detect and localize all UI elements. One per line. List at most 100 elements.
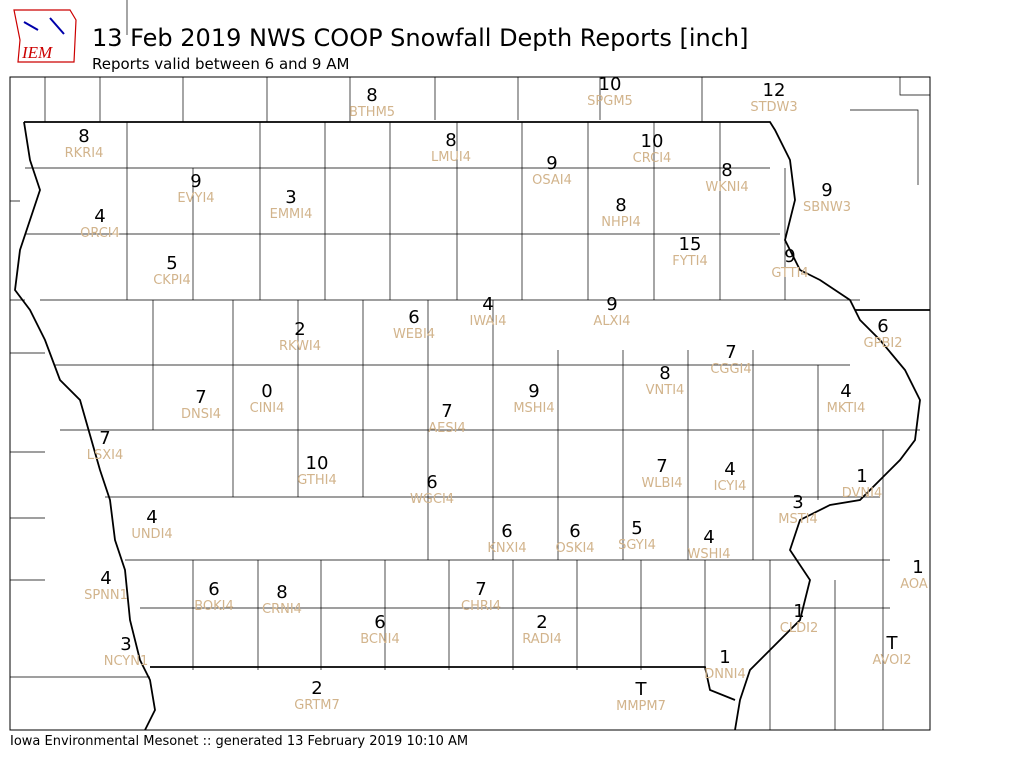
station-id: GTTI4 xyxy=(771,266,808,281)
snow-depth: 8 xyxy=(276,582,287,603)
station-id: WGCI4 xyxy=(410,492,454,507)
station-id: AESI4 xyxy=(428,421,465,436)
snow-depth: 5 xyxy=(166,253,177,274)
snow-depth: 3 xyxy=(285,187,296,208)
station-id: VNTI4 xyxy=(646,383,685,398)
station-id: SPGM5 xyxy=(587,94,633,109)
station-id: AVOI2 xyxy=(872,653,911,668)
station-id: SGYI4 xyxy=(618,538,656,553)
snow-depth: 1 xyxy=(856,466,867,487)
snow-depth: 15 xyxy=(679,234,702,255)
snow-depth: 8 xyxy=(659,363,670,384)
station-id: STDW3 xyxy=(750,100,797,115)
station-id: FYTI4 xyxy=(672,254,707,269)
station-id: DNNI4 xyxy=(704,667,746,682)
station-id: DNSI4 xyxy=(181,407,221,422)
station-id: UNDI4 xyxy=(131,527,172,542)
snow-depth: 10 xyxy=(599,74,622,95)
station-id: EVYI4 xyxy=(177,191,214,206)
station-id: BTHM5 xyxy=(349,105,395,120)
snow-depth: 1 xyxy=(719,647,730,668)
snow-depth: 6 xyxy=(208,579,219,600)
station-id: ORCI4 xyxy=(80,226,120,241)
snow-depth: 8 xyxy=(445,130,456,151)
snow-depth: 4 xyxy=(100,568,111,589)
snow-depth: 7 xyxy=(656,456,667,477)
station-id: KNXI4 xyxy=(487,541,526,556)
snow-depth: 10 xyxy=(641,131,664,152)
snow-depth: 6 xyxy=(408,307,419,328)
station-id: CHRI4 xyxy=(461,599,501,614)
station-id: RKWI4 xyxy=(279,339,321,354)
station-id: SPNN1 xyxy=(84,588,128,603)
logo: IEM xyxy=(13,9,77,63)
station-id: ICYI4 xyxy=(714,479,747,494)
snow-depth: 9 xyxy=(784,246,795,267)
snow-depth: 4 xyxy=(146,507,157,528)
snow-depth: 0 xyxy=(261,381,272,402)
snow-depth: 5 xyxy=(631,518,642,539)
footer: Iowa Environmental Mesonet :: generated … xyxy=(10,734,468,749)
snow-depth: 1 xyxy=(793,601,804,622)
station-id: RKRI4 xyxy=(65,146,104,161)
station-id: LSXI4 xyxy=(87,448,124,463)
station-id: EMMI4 xyxy=(270,207,313,222)
station-id: CLDI2 xyxy=(780,621,818,636)
snow-depth: 6 xyxy=(569,521,580,542)
station-id: CINI4 xyxy=(250,401,285,416)
station-id: OSKI4 xyxy=(555,541,594,556)
station-id: DVNI4 xyxy=(842,486,883,501)
station-id: IWAI4 xyxy=(470,314,507,329)
station-id: MSHI4 xyxy=(513,401,554,416)
station-id: MMPM7 xyxy=(616,699,666,714)
snow-depth: 8 xyxy=(721,160,732,181)
station-id: MKTI4 xyxy=(827,401,866,416)
snow-depth: 7 xyxy=(195,387,206,408)
snow-depth: 7 xyxy=(725,342,736,363)
station-id: BCNI4 xyxy=(360,632,400,647)
snow-depth: 6 xyxy=(374,612,385,633)
snow-depth: 12 xyxy=(763,80,786,101)
snow-depth: 1 xyxy=(912,557,923,578)
station-id: CKPI4 xyxy=(153,273,191,288)
station-id: NCYN1 xyxy=(104,654,149,669)
snow-depth: 2 xyxy=(294,319,305,340)
title: 13 Feb 2019 NWS COOP Snowfall Depth Repo… xyxy=(92,24,749,52)
station-id: OSAI4 xyxy=(532,173,572,188)
snow-depth: 4 xyxy=(724,459,735,480)
snow-depth: 8 xyxy=(78,126,89,147)
station-id: SBNW3 xyxy=(803,200,851,215)
station-id: CRCI4 xyxy=(633,151,672,166)
snow-depth: 4 xyxy=(703,527,714,548)
snow-depth: T xyxy=(886,633,899,654)
snow-depth: 6 xyxy=(877,316,888,337)
